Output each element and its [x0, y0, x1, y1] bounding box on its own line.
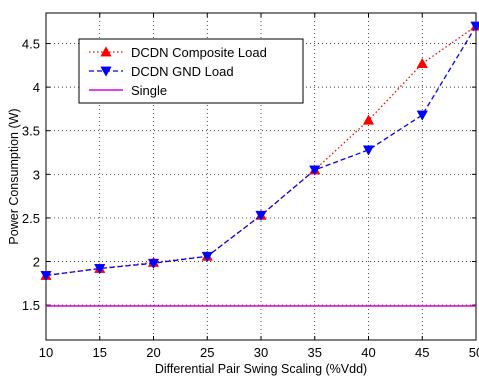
series-layer [40, 20, 479, 307]
x-tick-label: 20 [146, 345, 160, 360]
legend-label: Single [131, 83, 167, 98]
legend-marker [100, 46, 112, 57]
legend: DCDN Composite Load DCDN GND Load Single [78, 38, 304, 104]
axis-ticks: 10 15 20 25 30 35 40 45 50 1.5 2 2.5 3 3.5 4 4.5 [22, 13, 479, 360]
data-point [201, 251, 213, 263]
x-tick-label: 45 [415, 345, 429, 360]
y-tick-label: 2 [33, 255, 40, 270]
y-tick-label: 1.5 [22, 298, 40, 313]
x-tick-label: 10 [39, 345, 53, 360]
data-point [416, 57, 428, 68]
data-point [362, 114, 375, 125]
data-point [416, 110, 428, 121]
x-tick-label: 15 [93, 345, 107, 360]
legend-label: DCDN Composite Load [131, 45, 267, 60]
x-tick-label: 25 [200, 345, 214, 360]
data-point [147, 258, 160, 269]
data-point [362, 145, 375, 156]
legend-marker [100, 66, 112, 77]
data-point [94, 264, 106, 275]
x-tick-label: 35 [308, 345, 322, 360]
y-tick-label: 3.5 [22, 124, 40, 139]
legend-label: DCDN GND Load [131, 64, 234, 79]
series-dcdn-gnd-load [40, 21, 479, 282]
data-point [309, 165, 321, 176]
y-tick-label: 3 [33, 167, 40, 182]
data-point [40, 271, 52, 282]
data-point [255, 210, 267, 222]
x-axis-label: Differential Pair Swing Scaling (%Vdd) [155, 362, 367, 376]
x-tick-label: 50 [469, 345, 479, 360]
y-tick-label: 2.5 [22, 211, 40, 226]
x-tick-label: 30 [254, 345, 268, 360]
series-line [45, 25, 477, 277]
y-tick-label: 4.5 [22, 37, 40, 52]
grid-lines [46, 13, 476, 340]
x-tick-label: 40 [361, 345, 375, 360]
y-axis-label: Power Consumption (W) [7, 108, 21, 244]
y-tick-label: 4 [33, 80, 40, 95]
